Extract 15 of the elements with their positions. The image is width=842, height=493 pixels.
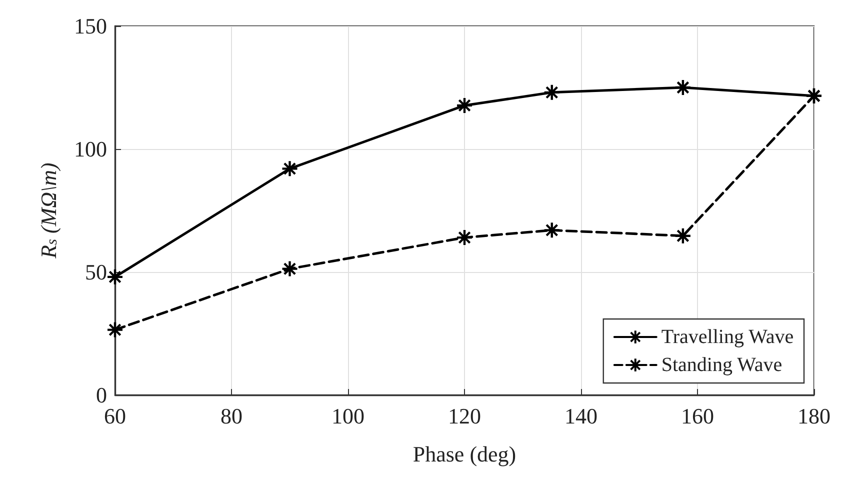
x-axis-title: Phase (deg) bbox=[412, 442, 516, 466]
x-tick-label: 120 bbox=[448, 404, 481, 428]
x-tick-label: 60 bbox=[104, 404, 126, 428]
y-tick-label: 0 bbox=[96, 382, 107, 408]
x-tick-label: 100 bbox=[332, 404, 364, 428]
x-tick-label: 160 bbox=[681, 404, 714, 428]
y-axis-title: Rs (MΩ\m) bbox=[36, 162, 61, 260]
y-tick-label: 150 bbox=[74, 14, 107, 38]
x-tick-label: 140 bbox=[564, 404, 598, 428]
x-tick-label: 180 bbox=[798, 404, 830, 428]
x-tick-label: 80 bbox=[220, 404, 242, 428]
legend-label: Standing Wave bbox=[661, 354, 782, 376]
y-tick-label: 100 bbox=[74, 136, 107, 162]
legend-label: Travelling Wave bbox=[661, 326, 794, 348]
y-tick-label: 50 bbox=[85, 260, 107, 284]
